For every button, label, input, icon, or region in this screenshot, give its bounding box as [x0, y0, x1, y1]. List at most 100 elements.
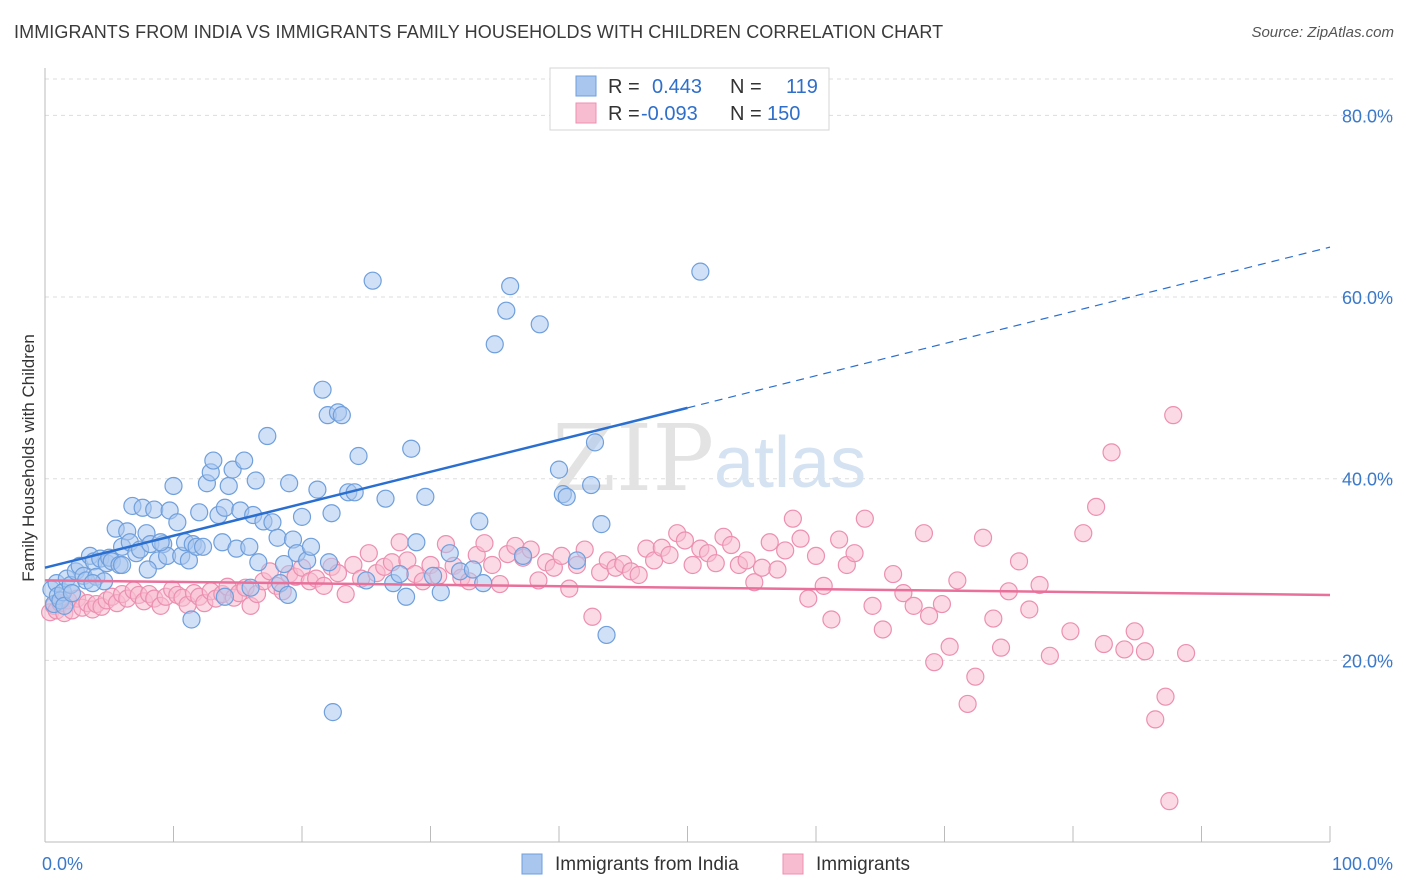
immigrants-point	[1009, 552, 1029, 571]
immigrants-point	[629, 565, 648, 585]
y-tick-label: 40.0%	[1342, 470, 1393, 490]
immigrants-point	[490, 574, 509, 594]
immigrants-point	[529, 571, 548, 590]
top-legend: R = 0.443 N = 119 R = -0.093 N = 150	[549, 67, 830, 131]
immigrants-point	[552, 546, 571, 566]
y-tick-label: 20.0%	[1342, 651, 1393, 671]
immigrants-point	[1074, 524, 1093, 543]
y-tick-labels: 20.0% 40.0% 60.0% 80.0%	[1342, 106, 1393, 671]
india-point	[396, 587, 416, 606]
india-point	[83, 574, 102, 593]
immigrants-point	[799, 589, 818, 608]
legend-n-label: N =	[730, 103, 762, 125]
legend-swatch-pink	[575, 102, 597, 124]
india-point	[112, 555, 132, 575]
india-point	[268, 528, 287, 547]
legend-r-label: R =	[608, 103, 640, 125]
immigrants-point	[1030, 575, 1049, 595]
legend-r-value-blue: 0.443	[652, 76, 702, 98]
immigrants-point	[830, 530, 849, 549]
india-point	[182, 610, 201, 629]
immigrants-point	[904, 596, 923, 615]
bottom-legend-swatch-blue	[521, 853, 543, 875]
immigrants-point	[483, 555, 502, 575]
india-point	[567, 551, 587, 570]
immigrants-point	[791, 529, 810, 548]
immigrants-point	[855, 509, 874, 528]
immigrants-point	[919, 606, 939, 625]
immigrants-point	[991, 638, 1011, 657]
india-point	[376, 489, 395, 508]
immigrants-point	[1176, 643, 1196, 663]
immigrants-point	[1094, 634, 1113, 654]
bottom-legend-label-india: Immigrants from India	[555, 854, 739, 875]
india-point	[313, 380, 332, 399]
india-point	[240, 537, 259, 556]
immigrants-point	[958, 694, 977, 714]
india-point	[263, 513, 282, 532]
immigrants-point	[806, 546, 826, 566]
india-point	[402, 439, 421, 458]
immigrants-point	[1160, 792, 1179, 811]
india-point	[258, 426, 277, 446]
immigrants-point	[768, 560, 787, 579]
india-point	[322, 504, 341, 523]
india-point	[357, 571, 376, 590]
bottom-legend: Immigrants from India Immigrants	[521, 853, 910, 875]
immigrants-point	[745, 573, 764, 592]
india-point	[497, 301, 516, 320]
gridlines	[45, 78, 1393, 661]
india-point	[501, 277, 520, 296]
india-point	[323, 703, 342, 722]
watermark-zip: ZIP	[552, 405, 714, 512]
immigrants-point	[873, 620, 892, 639]
india-point	[215, 498, 234, 517]
watermark-atlas: atlas	[714, 423, 866, 503]
x-tick-label: 0.0%	[42, 854, 83, 874]
india-point	[431, 583, 450, 602]
immigrants-point	[948, 571, 967, 590]
india-point	[557, 487, 576, 506]
data-points	[41, 262, 1196, 811]
immigrants-point	[706, 554, 725, 573]
bottom-legend-label-immigrants: Immigrants	[816, 854, 910, 875]
immigrants-point	[984, 609, 1003, 628]
immigrants-point	[390, 533, 409, 552]
immigrants-point	[845, 544, 864, 563]
immigrants-point	[760, 533, 779, 552]
y-tick-label: 80.0%	[1342, 106, 1393, 126]
india-point	[246, 471, 265, 490]
india-trend-line	[44, 406, 688, 569]
india-point	[164, 476, 183, 496]
legend-r-label: R =	[608, 76, 640, 98]
immigrants-point	[1146, 710, 1165, 729]
immigrants-point	[1102, 443, 1121, 462]
india-point	[390, 564, 409, 584]
india-point	[219, 476, 238, 496]
india-point	[168, 513, 187, 532]
india-point	[513, 546, 533, 566]
india-point	[440, 544, 459, 563]
x-tick-labels: 0.0% 100.0%	[42, 854, 1393, 874]
immigrants-point	[560, 579, 579, 598]
immigrants-point	[814, 576, 833, 595]
immigrants-point	[1061, 622, 1080, 641]
india-point	[278, 585, 297, 605]
x-tick-label: 100.0%	[1332, 854, 1393, 874]
immigrants-point	[336, 584, 355, 604]
legend-n-value-blue: 119	[786, 76, 818, 98]
immigrants-point	[675, 531, 695, 550]
immigrants-point	[475, 534, 494, 553]
immigrants-point	[822, 610, 841, 629]
india-point	[332, 406, 351, 425]
source-label: Source: ZipAtlas.com	[1251, 24, 1394, 41]
trend-lines	[44, 246, 1331, 597]
immigrants-point	[914, 524, 934, 543]
immigrants-point	[1135, 642, 1155, 661]
immigrants-point	[966, 667, 985, 686]
immigrants-point	[1156, 687, 1175, 706]
india-point	[407, 533, 426, 552]
immigrants-point	[398, 551, 417, 570]
immigrants-point	[783, 509, 802, 528]
immigrants-point	[1164, 406, 1183, 425]
